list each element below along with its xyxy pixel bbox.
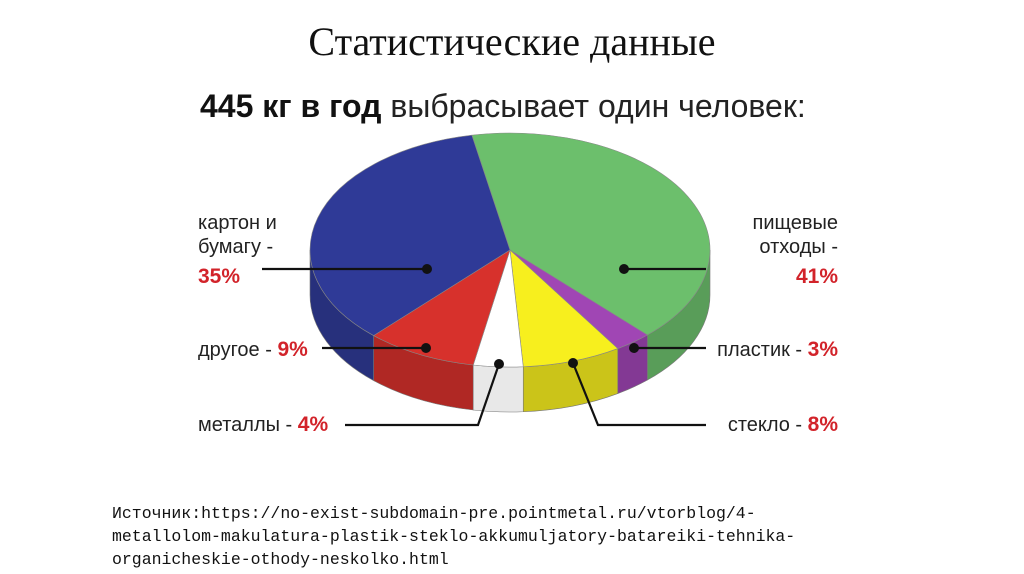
slice-percent: 3% (808, 338, 839, 361)
leader-dot-food (619, 264, 629, 274)
source-line: Источник:https://no-exist-subdomain-pre.… (112, 504, 756, 523)
slice-label-text: стекло - (728, 414, 808, 436)
slice-label-paper: бумагу - (198, 236, 273, 258)
slice-food (471, 132, 711, 336)
source-citation: Источник:https://no-exist-subdomain-pre.… (112, 502, 992, 571)
leader-line-metals (345, 363, 501, 427)
slice-percent: 8% (808, 413, 839, 436)
slice-side-metals (472, 364, 524, 413)
slice-paper (309, 134, 511, 336)
pie-leaders (262, 264, 706, 427)
leader-dot-paper (422, 264, 432, 274)
chart-headline-rest: выбрасывает один человек: (381, 88, 805, 124)
slice-label-text: металлы - (198, 414, 298, 436)
leader-dot-metals (494, 359, 504, 369)
chart-headline: 445 кг в год выбрасывает один человек: (200, 88, 806, 124)
leader-dot-other (421, 343, 431, 353)
slice-label-food: отходы - (759, 236, 838, 258)
slice-label-glass: стекло - 8% (728, 413, 839, 436)
slice-percent-paper: 35% (198, 265, 240, 288)
slice-label-other: другое - 9% (198, 338, 308, 361)
leader-dot-glass (568, 358, 578, 368)
slice-label-text: пластик - (717, 339, 807, 361)
pie-tops (309, 132, 711, 368)
slice-label-food: пищевые (753, 212, 838, 234)
source-line: metallolom-makulatura-plastik-steklo-akk… (112, 527, 796, 546)
leader-line-glass (571, 362, 706, 427)
slice-label-text: другое - (198, 339, 277, 361)
slice-other (373, 249, 511, 366)
slice-label-paper: картон и (198, 212, 277, 234)
slice-percent: 9% (277, 338, 308, 361)
source-line: organicheskie-othody-neskolko.html (112, 550, 449, 569)
slice-label-plastic: пластик - 3% (717, 338, 838, 361)
slice-label-metals: металлы - 4% (198, 413, 328, 436)
pie-sides (309, 249, 711, 413)
slice-percent: 4% (298, 413, 329, 436)
slide-title: Статистические данные (308, 19, 716, 64)
leader-dot-plastic (629, 343, 639, 353)
chart-headline-bold: 445 кг в год (200, 88, 381, 124)
slice-percent-food: 41% (796, 265, 838, 288)
